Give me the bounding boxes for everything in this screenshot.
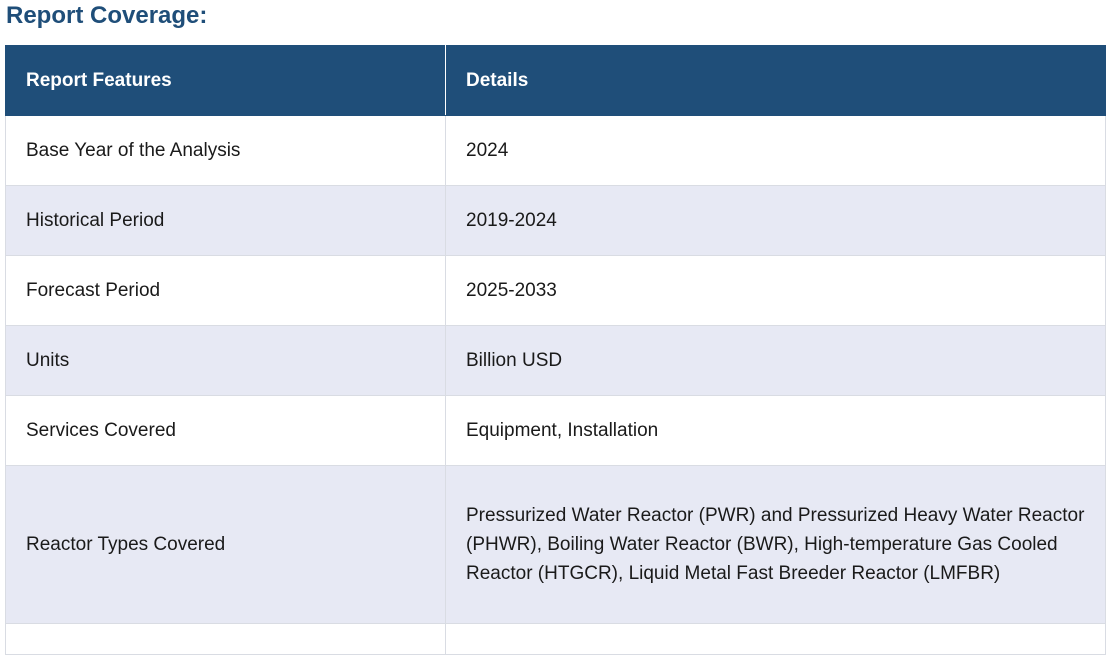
details-cell: 2024: [445, 115, 1106, 186]
details-cell: Equipment, Installation: [445, 395, 1106, 466]
header-details: Details: [445, 45, 1106, 116]
details-cell: 2025-2033: [445, 255, 1106, 326]
section-title: Report Coverage:: [6, 2, 208, 29]
feature-cell: Forecast Period: [5, 255, 446, 326]
table-row: Units Billion USD: [5, 325, 1106, 396]
details-cell: 2019-2024: [445, 185, 1106, 256]
table-row: Reactor Types Covered Pressurized Water …: [5, 465, 1106, 624]
table-row: Forecast Period 2025-2033: [5, 255, 1106, 326]
details-cell-empty: [445, 623, 1106, 655]
report-coverage-table-wrapper: Report Features Details Base Year of the…: [5, 45, 1106, 655]
table-row: Services Covered Equipment, Installation: [5, 395, 1106, 466]
feature-cell: Base Year of the Analysis: [5, 115, 446, 186]
table-header-row: Report Features Details: [5, 45, 1106, 116]
table-row: Base Year of the Analysis 2024: [5, 115, 1106, 186]
header-report-features: Report Features: [5, 45, 446, 116]
feature-cell: Units: [5, 325, 446, 396]
report-coverage-table: Report Features Details Base Year of the…: [5, 45, 1106, 655]
feature-cell-empty: [5, 623, 446, 655]
table-row-partial: [5, 623, 1106, 655]
table-row: Historical Period 2019-2024: [5, 185, 1106, 256]
details-cell: Pressurized Water Reactor (PWR) and Pres…: [445, 465, 1106, 624]
details-cell: Billion USD: [445, 325, 1106, 396]
feature-cell: Services Covered: [5, 395, 446, 466]
feature-cell: Reactor Types Covered: [5, 465, 446, 624]
feature-cell: Historical Period: [5, 185, 446, 256]
